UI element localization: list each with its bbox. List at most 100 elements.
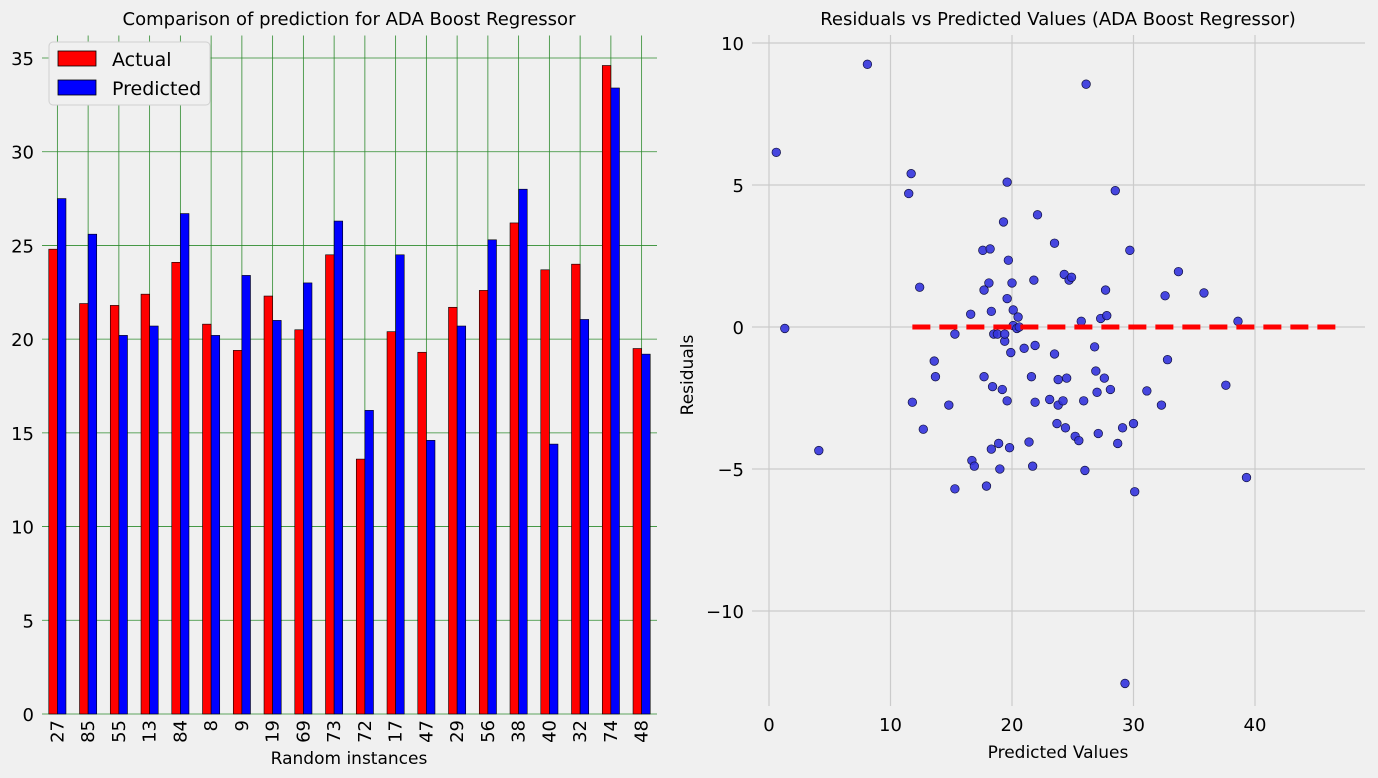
bar-predicted-9 [241, 275, 251, 715]
bar-x-tick-label: 19 [263, 720, 284, 743]
scatter-point [1120, 678, 1130, 689]
scatter-point [987, 381, 998, 392]
bar-x-tick-label: 27 [47, 720, 68, 743]
scatter-y-tick-label: 5 [733, 176, 744, 197]
bar-y-tick-label: 25 [11, 236, 34, 257]
bar-x-tick-label: 73 [324, 720, 345, 743]
scatter-point [1045, 394, 1055, 405]
scatter-point [979, 285, 989, 295]
scatter-point [1003, 255, 1014, 265]
scatter-point [1076, 316, 1086, 326]
scatter-point [1028, 461, 1038, 471]
scatter-point [986, 444, 996, 454]
scatter-point [1024, 437, 1034, 447]
bar-x-tick-label: 48 [632, 720, 653, 743]
scatter-x-tick-label: 0 [763, 715, 774, 736]
scatter-point [995, 464, 1005, 474]
scatter-point [1130, 487, 1140, 497]
bar-actual-29 [448, 306, 458, 715]
scatter-point [1062, 373, 1072, 383]
bar-x-tick-label: 85 [78, 720, 99, 743]
scatter-point [1160, 291, 1170, 301]
scatter-y-axis-label: Residuals [678, 335, 698, 416]
scatter-point [1053, 374, 1063, 385]
scatter-point [1030, 340, 1040, 351]
scatter-x-tick-label: 40 [1244, 715, 1267, 736]
bar-actual-85 [79, 303, 89, 715]
bar-actual-19 [263, 295, 273, 715]
bar-actual-74 [601, 65, 612, 715]
bar-y-tick-label: 15 [11, 424, 34, 445]
legend-swatch-actual [57, 50, 97, 67]
scatter-point [1173, 266, 1184, 277]
bar-x-tick-label: 69 [293, 720, 314, 743]
bar-x-tick-label: 29 [447, 720, 468, 743]
bar-x-tick-label: 72 [355, 720, 376, 743]
scatter-point [969, 461, 979, 471]
bar-predicted-27 [57, 198, 67, 715]
bar-actual-48 [632, 348, 642, 715]
scatter-point [1049, 349, 1060, 359]
bar-actual-27 [48, 248, 58, 715]
bar-chart-x-ticks: 27 85 55 13 84 8 9 19 69 73 72 17 47 29 56 38 40 32 74 48 [47, 720, 652, 743]
scatter-point [1049, 238, 1060, 248]
bar-actual-84 [171, 261, 181, 715]
bar-x-tick-label: 8 [201, 720, 222, 731]
scatter-point [1058, 396, 1068, 406]
bar-predicted-29 [456, 325, 467, 715]
bar-predicted-56 [487, 239, 497, 715]
bar-predicted-72 [364, 410, 374, 715]
scatter-point [1004, 443, 1015, 453]
scatter-point [1091, 366, 1101, 376]
bar-actual-47 [417, 351, 427, 715]
bar-actual-56 [478, 290, 489, 715]
scatter-point [950, 484, 960, 494]
bar-x-tick-label: 9 [232, 720, 253, 731]
scatter-point [950, 329, 960, 339]
bar-y-tick-label: 5 [23, 611, 34, 632]
legend-swatch-predicted [57, 79, 97, 96]
scatter-point [771, 147, 781, 157]
bar-chart-y-ticks: 0 5 10 15 20 25 30 35 [11, 49, 34, 726]
scatter-point [930, 372, 941, 382]
scatter-point [966, 309, 976, 319]
scatter-point [780, 323, 790, 334]
bar-predicted-8 [210, 335, 221, 715]
scatter-point [1089, 342, 1100, 352]
scatter-point [1002, 396, 1012, 406]
bar-x-tick-label: 38 [509, 720, 530, 743]
scatter-point [1110, 186, 1120, 196]
scatter-point [1113, 438, 1123, 449]
bar-actual-13 [140, 293, 150, 715]
scatter-y-ticks: −10 −5 0 5 10 [706, 34, 744, 623]
scatter-point [1030, 397, 1040, 407]
scatter-point [1080, 465, 1090, 476]
bar-x-tick-label: 47 [416, 720, 437, 743]
scatter-point [907, 397, 918, 407]
scatter-point [915, 282, 925, 292]
scatter-y-tick-label: −10 [706, 602, 744, 623]
bar-predicted-13 [149, 325, 159, 715]
bar-y-tick-label: 0 [23, 705, 34, 726]
scatter-point [1032, 210, 1043, 220]
scatter-point [1093, 428, 1103, 439]
scatter-point [1221, 380, 1231, 390]
scatter-point [918, 424, 928, 434]
bar-predicted-69 [303, 282, 313, 715]
scatter-y-tick-label: 0 [733, 318, 744, 339]
bar-predicted-40 [549, 443, 559, 715]
scatter-point [979, 372, 989, 382]
scatter-point [1002, 177, 1012, 187]
bar-actual-9 [232, 350, 243, 715]
scatter-point [986, 306, 996, 317]
scatter-y-tick-label: −5 [717, 460, 744, 481]
scatter-point [1013, 312, 1023, 322]
scatter-point [1156, 400, 1167, 410]
scatter-point [1029, 275, 1039, 285]
scatter-x-axis-label: Predicted Values [988, 743, 1129, 763]
scatter-point [1002, 293, 1012, 304]
scatter-point [1092, 387, 1102, 397]
scatter-point [1125, 245, 1135, 255]
bar-predicted-84 [180, 213, 190, 715]
